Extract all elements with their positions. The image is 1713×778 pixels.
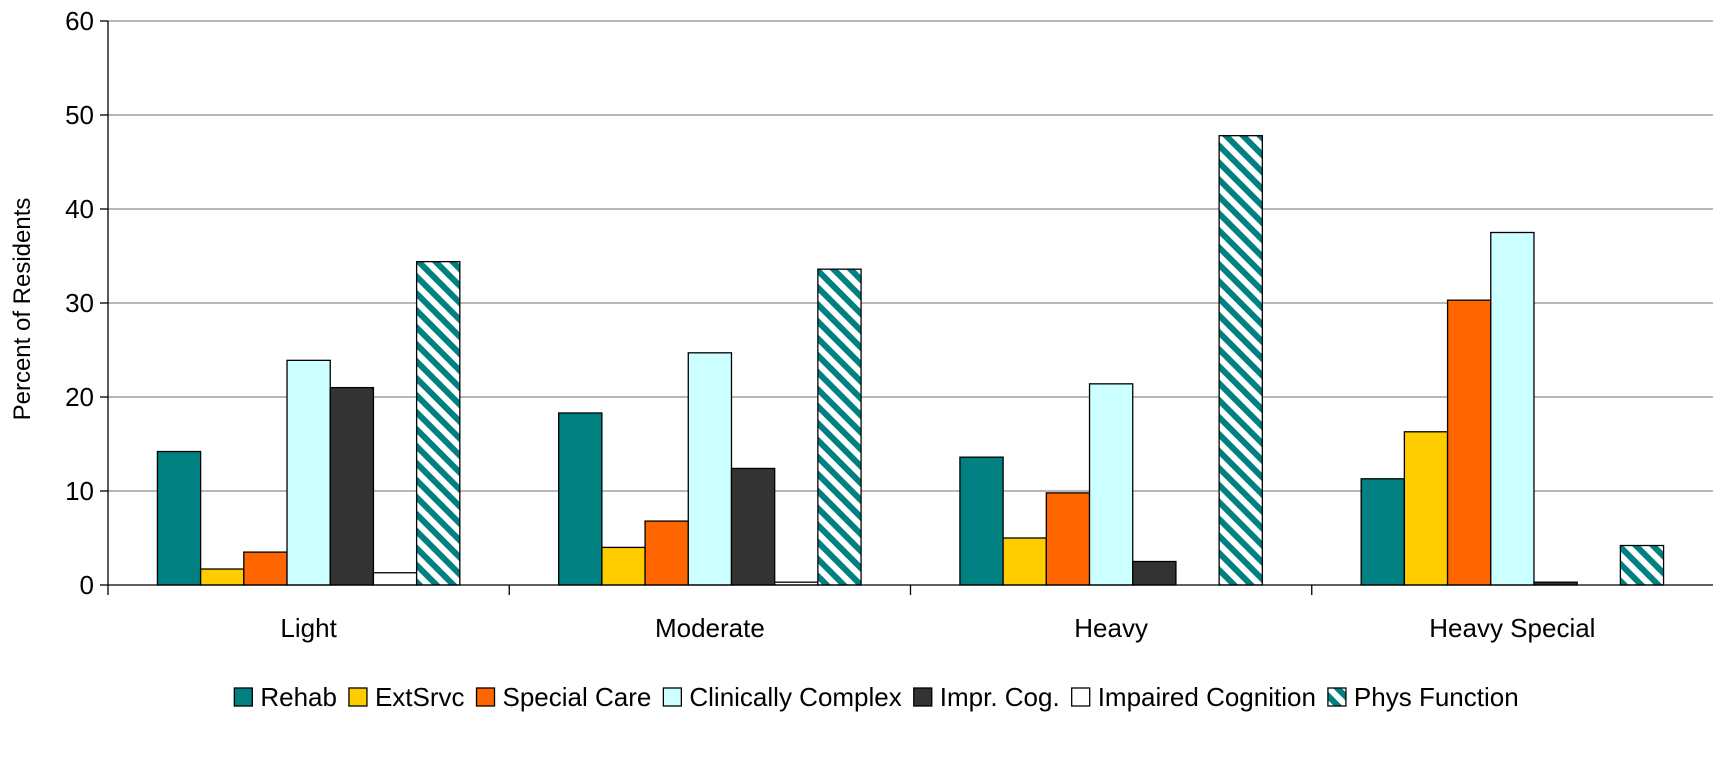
y-tick-label: 30 — [65, 288, 94, 318]
y-tick-label: 60 — [65, 6, 94, 36]
legend-label: Rehab — [260, 682, 337, 712]
legend-item: ExtSrvc — [348, 682, 465, 712]
bar — [959, 456, 1004, 586]
x-category-label: Moderate — [655, 613, 765, 643]
legend-item: Rehab — [233, 682, 337, 712]
x-axis-categories: Light Moderate Heavy Heavy Special — [280, 613, 1595, 643]
legend-item: Clinically Complex — [662, 682, 902, 712]
bar — [1218, 135, 1263, 586]
legend-swatch — [1071, 687, 1091, 707]
y-tick-label: 20 — [65, 382, 94, 412]
bar — [372, 572, 418, 586]
y-tick-label: 0 — [80, 570, 94, 600]
x-category-label: Heavy Special — [1429, 613, 1595, 643]
bar — [156, 450, 202, 586]
legend-label: Impr. Cog. — [940, 682, 1060, 712]
x-category-label: Light — [280, 613, 337, 643]
bar — [644, 520, 689, 586]
legend-item: Phys Function — [1327, 682, 1519, 712]
bar — [1045, 492, 1091, 586]
y-tick-label: 40 — [65, 194, 94, 224]
bar — [199, 568, 245, 586]
bar — [1446, 299, 1492, 586]
bar — [687, 352, 733, 586]
bar — [286, 359, 331, 586]
legend-swatch — [913, 687, 933, 707]
bar — [243, 551, 288, 586]
legend-label: Phys Function — [1354, 682, 1519, 712]
legend-label: Impaired Cognition — [1098, 682, 1316, 712]
legend-swatch — [662, 687, 683, 707]
bar — [1088, 383, 1134, 586]
legend-swatch — [233, 687, 253, 707]
bars — [156, 135, 1665, 586]
x-category-label: Heavy — [1074, 613, 1148, 643]
legend-swatch — [475, 687, 496, 707]
legend-swatch — [1327, 687, 1347, 707]
legend-label: ExtSrvc — [375, 682, 465, 712]
legend-label: Special Care — [503, 682, 652, 712]
legend-item: Impr. Cog. — [913, 682, 1060, 712]
bar — [1403, 431, 1449, 586]
bar — [558, 412, 603, 586]
bar — [601, 546, 646, 586]
y-tick-label: 50 — [65, 100, 94, 130]
bar — [817, 268, 862, 586]
bar — [1132, 560, 1177, 586]
bar — [415, 260, 461, 586]
y-tick-label: 10 — [65, 476, 94, 506]
bar — [1490, 231, 1535, 586]
axes — [107, 21, 1713, 595]
legend: Rehab ExtSrvc Special Care Clinically Compl… — [233, 682, 1519, 712]
bar — [329, 386, 375, 586]
bar — [1360, 478, 1406, 586]
legend-item: Special Care — [475, 682, 652, 712]
bar — [1619, 544, 1665, 586]
bar — [730, 467, 776, 586]
y-axis-title: Percent of Residents — [9, 198, 36, 421]
legend-item: Impaired Cognition — [1071, 682, 1316, 712]
legend-label: Clinically Complex — [689, 682, 901, 712]
bar — [1002, 537, 1047, 586]
y-axis-ticks: 0 10 20 30 40 50 60 — [65, 6, 108, 600]
legend-swatch — [348, 687, 368, 707]
